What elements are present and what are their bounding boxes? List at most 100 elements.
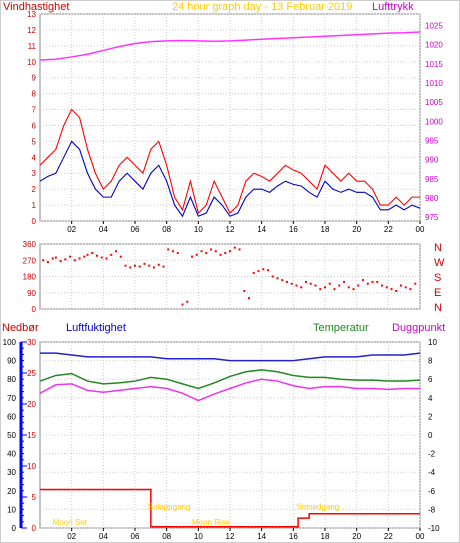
humidity-tick-label: 60	[7, 412, 16, 421]
x-tick-label: 00	[416, 532, 425, 541]
rain-tick-label: 0	[32, 524, 37, 533]
direction-point	[143, 262, 146, 265]
y-tick-label-left: 8	[32, 90, 37, 99]
right-axis-label: Lufttrykk	[372, 1, 414, 13]
y-tick-label: 360	[23, 240, 37, 249]
direction-point	[210, 248, 212, 251]
temperature-tick-label: 8	[428, 357, 433, 366]
direction-point	[59, 260, 62, 263]
temperature-tick-label: -6	[428, 487, 436, 496]
x-tick-label: 02	[67, 225, 76, 234]
x-tick-label: 04	[99, 225, 108, 234]
direction-point	[324, 286, 326, 289]
x-tick-label: 10	[194, 225, 203, 234]
y-tick-label-left: 6	[32, 121, 37, 130]
x-tick-label: 14	[257, 532, 266, 541]
sun-moon-annotation: Solnedgang	[297, 502, 340, 511]
compass-label: W	[434, 257, 445, 269]
x-tick-label: 14	[257, 225, 266, 234]
direction-point	[115, 250, 117, 253]
direction-point	[162, 265, 165, 268]
direction-point	[105, 257, 108, 260]
x-tick-label: 02	[67, 532, 76, 541]
y-tick-label-left: 0	[32, 217, 37, 226]
direction-point	[347, 286, 350, 289]
x-tick-label: 22	[384, 225, 393, 234]
direction-point	[376, 280, 379, 283]
direction-point	[271, 275, 274, 278]
direction-point	[385, 286, 388, 289]
direction-point	[381, 284, 383, 287]
x-tick-label: 12	[226, 225, 235, 234]
direction-point	[233, 246, 236, 249]
wind-pressure-panel: 0123456789101112139759809859909951000100…	[27, 10, 443, 234]
direction-point	[83, 255, 86, 258]
direction-point	[366, 282, 369, 285]
compass-label: S	[434, 272, 441, 284]
direction-point	[200, 250, 203, 253]
direction-point	[73, 259, 76, 262]
direction-point	[119, 255, 122, 258]
y-tick-label-left: 12	[27, 26, 36, 35]
temperature-tick-label: -8	[428, 505, 436, 514]
direction-point	[46, 261, 49, 264]
direction-point	[86, 253, 89, 256]
humidity-label: Luftfuktighet	[66, 322, 126, 334]
rain-label: Nedbør	[2, 322, 39, 334]
y-tick-label-right: 1020	[425, 41, 443, 50]
direction-point	[252, 271, 255, 274]
direction-point	[51, 257, 54, 260]
rain-tick-label: 5	[32, 493, 37, 502]
direction-point	[309, 282, 312, 285]
series-line-gust	[39, 108, 420, 215]
direction-point	[300, 286, 303, 289]
direction-point	[371, 280, 374, 283]
direction-point	[138, 265, 141, 268]
direction-point	[390, 288, 393, 291]
y-tick-label-right: 1005	[425, 98, 443, 107]
direction-point	[96, 254, 98, 257]
direction-point	[338, 284, 341, 287]
y-tick-label-left: 10	[27, 58, 36, 67]
y-tick-label-right: 975	[425, 213, 439, 222]
rain-tick-label: 20	[27, 400, 36, 409]
temperature-tick-label: -4	[428, 468, 436, 477]
direction-point	[64, 258, 67, 261]
direction-point	[357, 284, 360, 287]
x-tick-label: 06	[131, 532, 140, 541]
direction-point	[267, 269, 269, 272]
direction-point	[248, 297, 250, 300]
sun-moon-annotation: Moon Set	[53, 518, 88, 527]
rain-tick-label: 25	[27, 369, 36, 378]
x-tick-label: 18	[321, 225, 330, 234]
series-line-rain	[40, 488, 420, 528]
rain-tick-label: 15	[27, 431, 36, 440]
x-tick-label: 10	[194, 532, 203, 541]
direction-point	[176, 252, 179, 255]
temperature-tick-label: -2	[428, 450, 436, 459]
direction-point	[219, 253, 222, 256]
direction-point	[409, 288, 412, 291]
direction-point	[124, 264, 127, 267]
humidity-tick-label: 100	[3, 338, 17, 347]
x-tick-label: 08	[162, 225, 171, 234]
humidity-tick-label: 10	[7, 505, 16, 514]
direction-point	[181, 303, 184, 306]
direction-point	[54, 256, 57, 259]
direction-point	[257, 270, 260, 273]
direction-point	[276, 277, 279, 280]
series-line-humidity	[40, 352, 421, 362]
direction-point	[404, 286, 407, 289]
humidity-temperature-panel: Nedbør Luftfuktighet Temperatur Duggpunk…	[2, 322, 445, 541]
series-line-temperature	[39, 369, 421, 390]
temperature-tick-label: 4	[428, 394, 433, 403]
temperature-tick-label: 0	[428, 431, 433, 440]
direction-point	[134, 264, 136, 267]
direction-point	[148, 264, 151, 267]
x-tick-label: 18	[321, 532, 330, 541]
sun-moon-annotation: Soloppgang	[148, 502, 191, 511]
direction-point	[110, 253, 113, 256]
direction-point	[352, 288, 355, 291]
